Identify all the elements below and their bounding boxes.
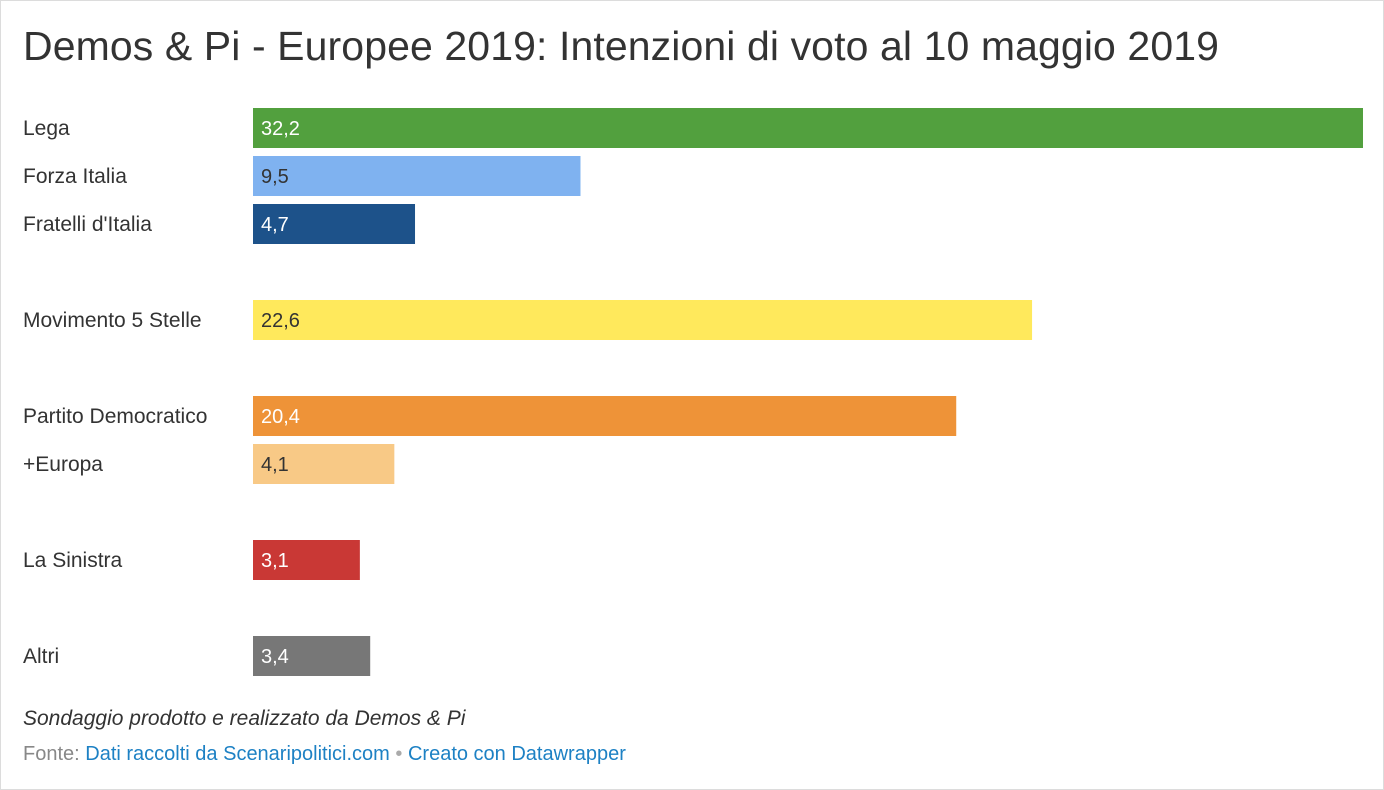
value-label: 9,5 (261, 166, 289, 188)
value-label: 3,4 (261, 646, 289, 668)
category-label: Movimento 5 Stelle (23, 309, 202, 332)
value-label: 4,1 (261, 454, 289, 476)
bar-row-la-sinistra: La Sinistra 3,1 (23, 540, 360, 580)
bar-chart: Lega 32,2 Forza Italia 9,5 Fratelli d'Italia… (23, 108, 1363, 676)
category-label: Altri (23, 645, 59, 668)
bar-row-movimento-5-stelle: Movimento 5 Stelle 22,6 (23, 300, 1033, 340)
bar (253, 396, 957, 436)
category-label: Partito Democratico (23, 405, 207, 428)
source-link[interactable]: Dati raccolti da Scenaripolitici.com (85, 743, 390, 765)
category-label: +Europa (23, 453, 103, 476)
category-label: Lega (23, 117, 70, 140)
value-label: 32,2 (261, 118, 300, 140)
bar (253, 108, 1363, 148)
bar (253, 156, 581, 196)
bar-row-lega: Lega 32,2 (23, 108, 1363, 148)
bar-row-forza-italia: Forza Italia 9,5 (23, 156, 581, 196)
chart-notes: Sondaggio prodotto e realizzato da Demos… (23, 707, 466, 730)
bar-row-partito-democratico: Partito Democratico 20,4 (23, 396, 957, 436)
category-label: Forza Italia (23, 165, 127, 188)
bar (253, 540, 360, 580)
footer-separator: • (395, 743, 403, 765)
chart-title: Demos & Pi - Europee 2019: Intenzioni di… (23, 23, 1220, 69)
chart-footer: Fonte: Dati raccolti da Scenaripolitici.… (23, 743, 626, 766)
bar-row-fratelli-d-italia: Fratelli d'Italia 4,7 (23, 204, 416, 244)
bar-row-altri: Altri 3,4 (23, 636, 371, 676)
category-label: La Sinistra (23, 549, 123, 572)
bar (253, 204, 416, 244)
bar (253, 444, 395, 484)
value-label: 20,4 (261, 406, 300, 428)
category-label: Fratelli d'Italia (23, 213, 152, 236)
value-label: 3,1 (261, 550, 289, 572)
value-label: 4,7 (261, 214, 289, 236)
bar-row-europa: +Europa 4,1 (23, 444, 395, 484)
source-prefix: Fonte: (23, 743, 80, 765)
bar (253, 636, 371, 676)
bar (253, 300, 1033, 340)
value-label: 22,6 (261, 310, 300, 332)
datawrapper-link[interactable]: Creato con Datawrapper (407, 743, 626, 765)
